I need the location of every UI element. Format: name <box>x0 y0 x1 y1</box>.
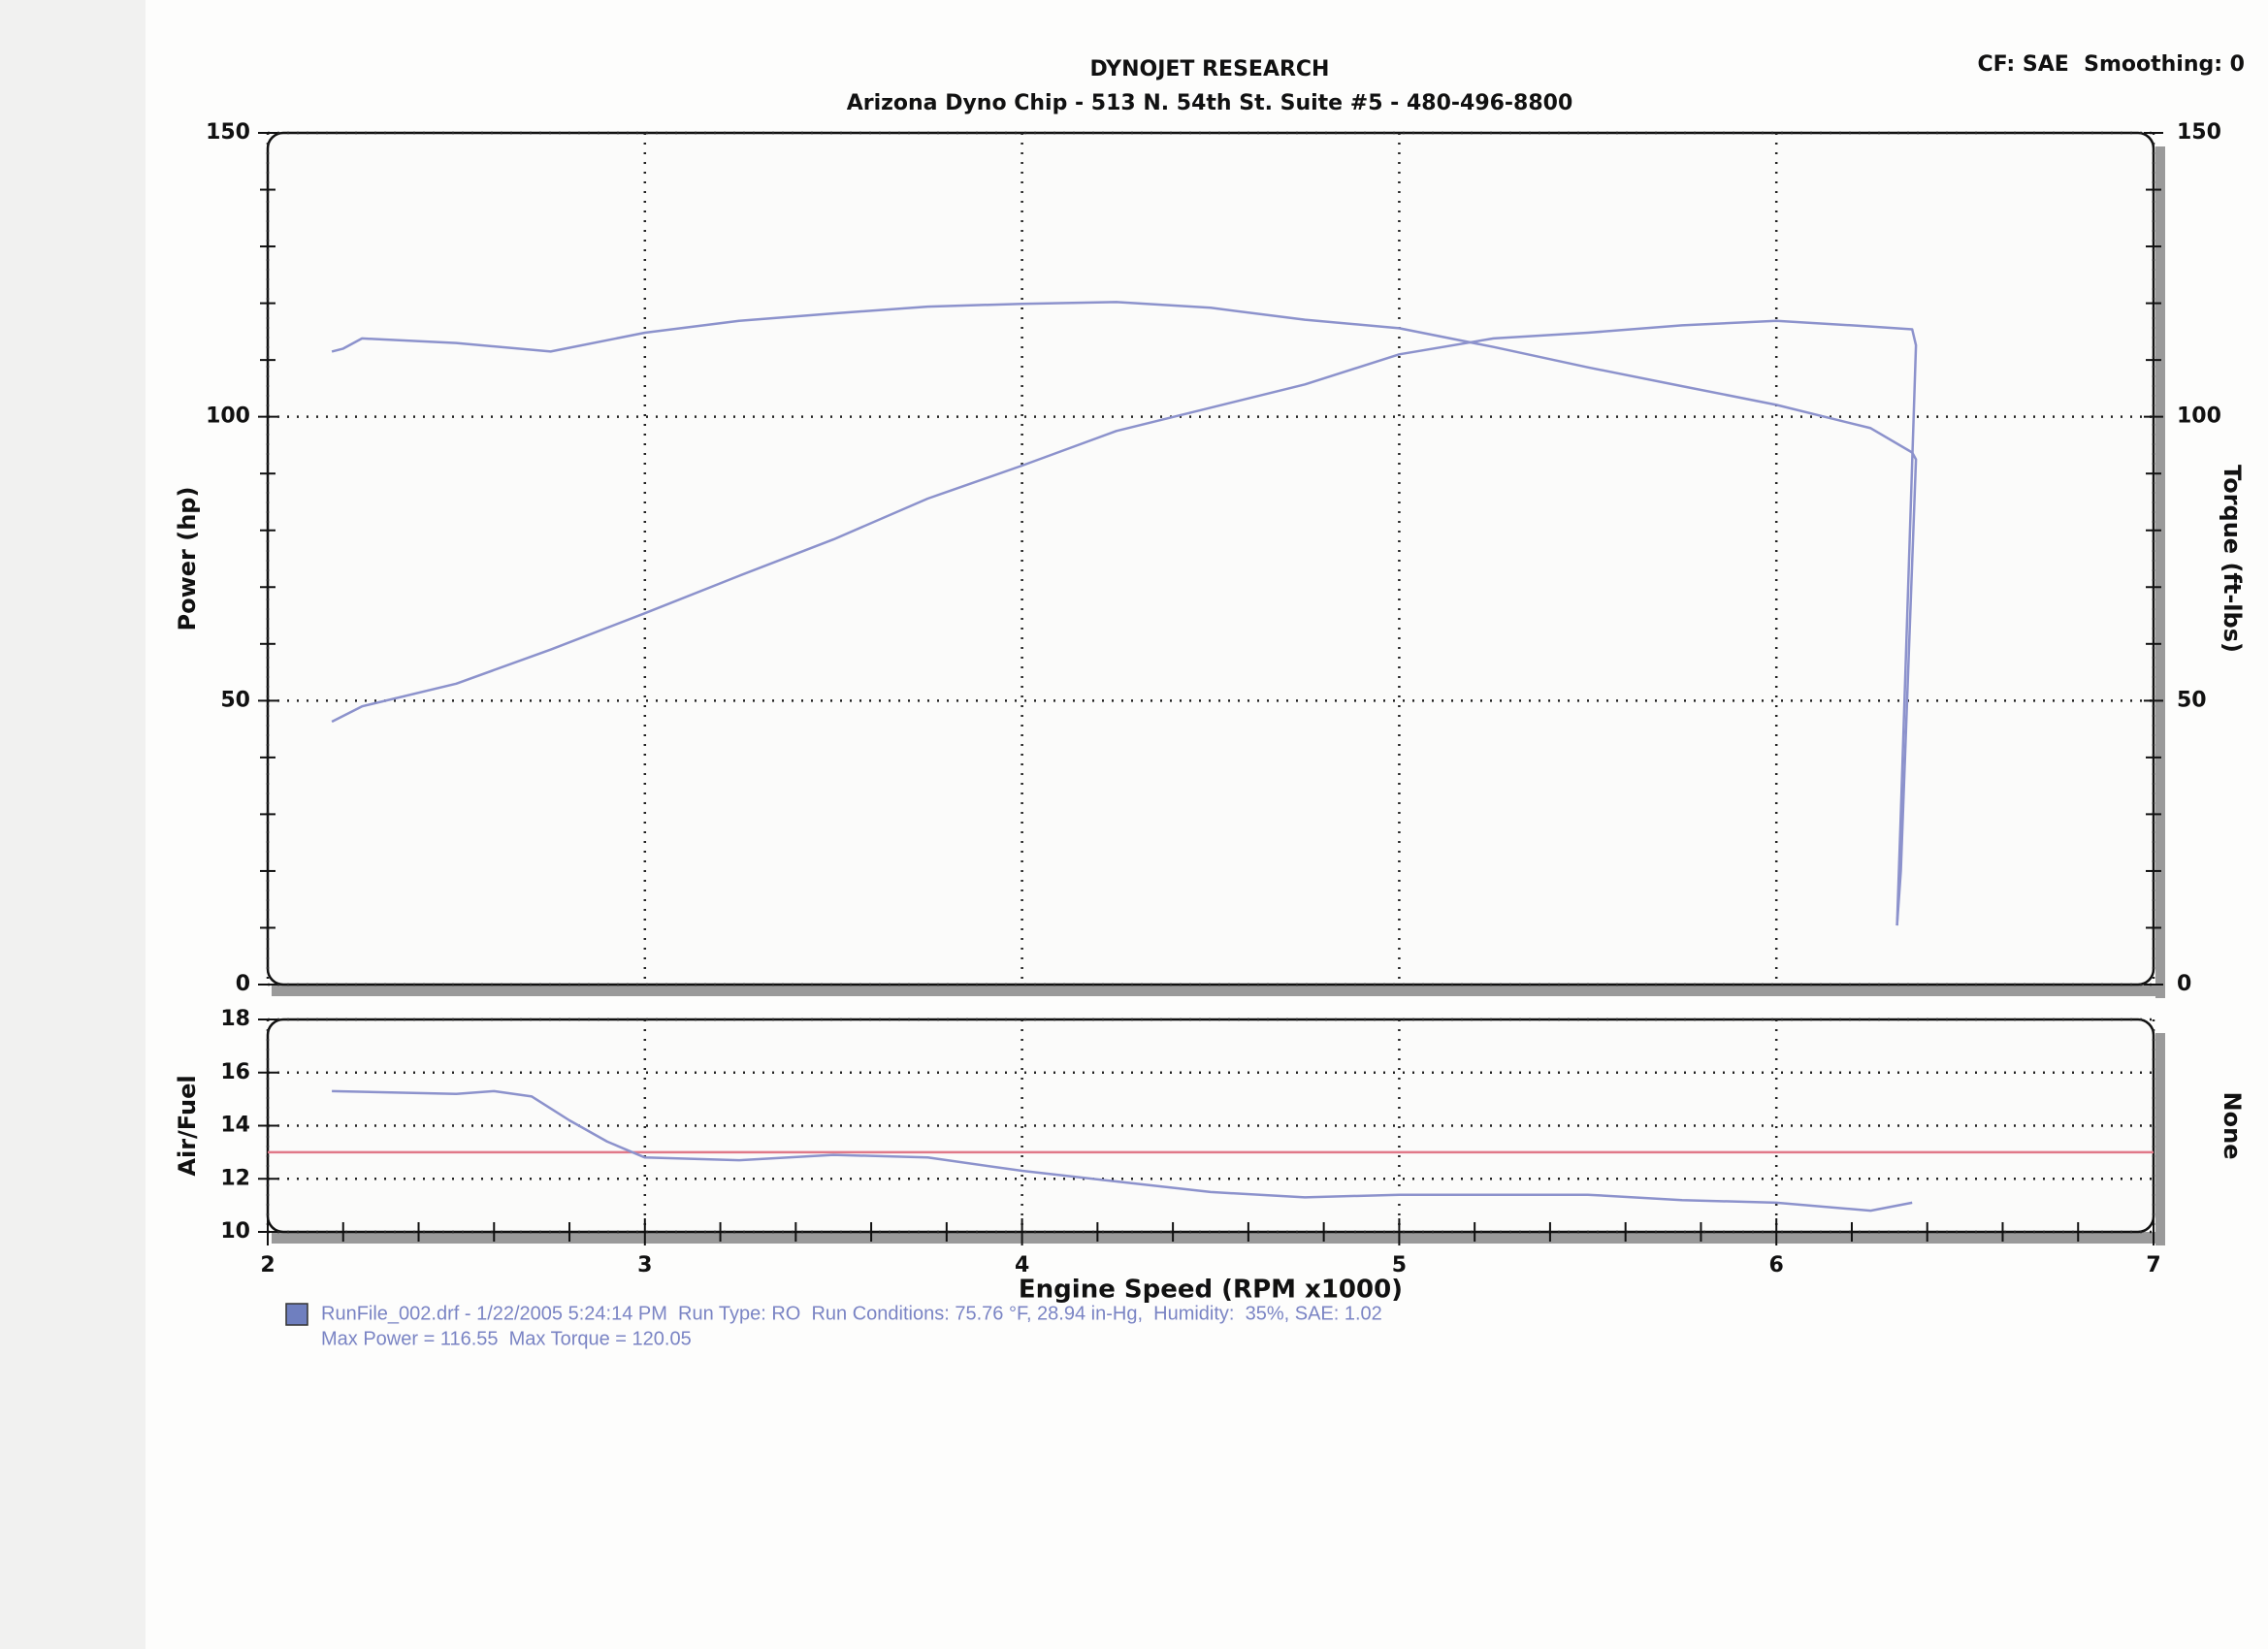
x-axis-label: Engine Speed (RPM x1000) <box>1019 1276 1403 1305</box>
x-tick-label: 3 <box>637 1253 652 1277</box>
frame-shadow <box>2155 1033 2165 1245</box>
y-tick-label: 18 <box>220 1007 250 1031</box>
chart-title: DYNOJET RESEARCH <box>1090 57 1330 81</box>
y-axis-label: Power (hp) <box>174 487 201 631</box>
scan-edge <box>0 0 146 1649</box>
chart-subtitle: Arizona Dyno Chip - 513 N. 54th St. Suit… <box>847 91 1573 115</box>
series-line <box>331 301 1918 926</box>
legend-text: RunFile_002.drf - 1/22/2005 5:24:14 PM R… <box>321 1303 1382 1324</box>
y2-tick-label: 0 <box>2177 972 2191 996</box>
y2-tick-label: 150 <box>2177 120 2221 145</box>
y2-axis-label: Torque (ft-lbs) <box>2219 465 2246 653</box>
x-tick-label: 4 <box>1015 1253 1029 1277</box>
y-tick-label: 14 <box>220 1114 250 1138</box>
y-tick-label: 16 <box>220 1060 250 1084</box>
frame-shadow <box>2155 146 2165 998</box>
y-axis-label: Air/Fuel <box>174 1075 201 1176</box>
legend-text: Max Power = 116.55 Max Torque = 120.05 <box>321 1328 692 1349</box>
x-tick-label: 5 <box>1392 1253 1407 1277</box>
y-tick-label: 0 <box>236 972 250 996</box>
y2-tick-label: 50 <box>2177 688 2207 712</box>
y-tick-label: 12 <box>220 1166 250 1190</box>
y-tick-label: 100 <box>206 404 250 429</box>
frame-shadow <box>272 1232 2159 1244</box>
frame-shadow <box>272 985 2159 996</box>
x-tick-label: 2 <box>260 1253 275 1277</box>
plot-frame <box>266 131 2155 986</box>
y-tick-label: 50 <box>220 688 250 712</box>
y2-axis-label: None <box>2219 1092 2246 1160</box>
y-tick-label: 10 <box>220 1219 250 1244</box>
y2-tick-label: 100 <box>2177 404 2221 429</box>
series-line <box>332 1089 1913 1212</box>
settings-note: CF: SAE Smoothing: 0 <box>1977 52 2245 77</box>
x-tick-label: 6 <box>1769 1253 1784 1277</box>
y-tick-label: 150 <box>206 120 250 145</box>
x-tick-label: 7 <box>2146 1253 2160 1277</box>
legend-swatch <box>285 1303 308 1326</box>
series-line <box>331 319 1918 926</box>
